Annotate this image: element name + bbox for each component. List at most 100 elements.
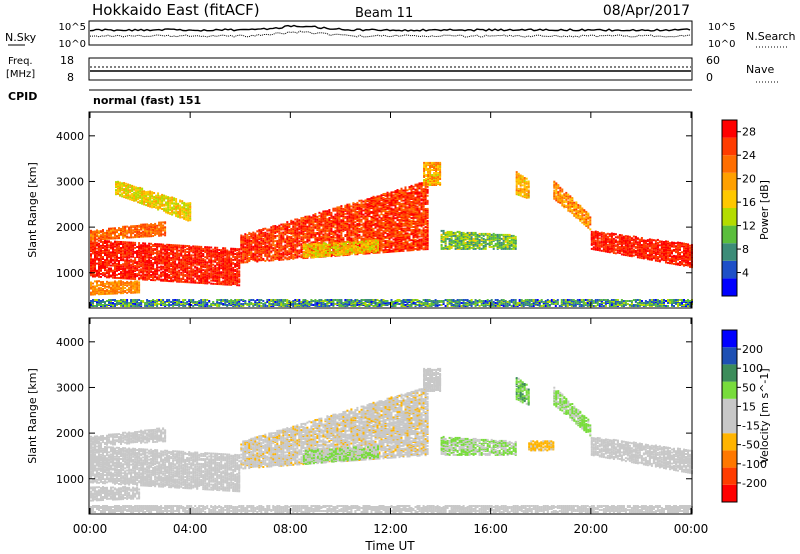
heatmap-cell [139,202,141,204]
heatmap-cell [94,231,96,233]
heatmap-cell [173,202,175,204]
heatmap-cell [350,230,352,232]
heatmap-cell [330,240,332,242]
heatmap-cell [212,283,214,285]
heatmap-cell [300,217,302,219]
heatmap-cell [336,212,338,214]
heatmap-cell [142,252,144,254]
heatmap-cell [334,214,336,216]
heatmap-cell [322,234,324,236]
heatmap-cell [158,274,160,276]
heatmap-cell [236,284,238,286]
heatmap-cell [170,270,172,272]
heatmap-cell [280,245,282,247]
heatmap-cell [210,268,212,270]
heatmap-cell [308,235,310,237]
heatmap-cell [294,230,296,232]
heatmap-cell [316,216,318,218]
heatmap-cell [136,234,138,236]
heatmap-cell [125,193,127,195]
heatmap-cell [139,195,141,197]
heatmap-cell [160,245,162,247]
heatmap-cell [340,205,342,207]
heatmap-cell [110,282,112,284]
heatmap-cell [104,232,106,234]
heatmap-cell [266,258,268,260]
heatmap-cell [202,253,204,255]
heatmap-cell [208,278,210,280]
heatmap-cell [132,229,134,231]
heatmap-cell [182,250,184,252]
heatmap-cell [169,205,171,207]
heatmap-cell [92,241,94,243]
heatmap-cell [118,243,120,245]
heatmap-cell [148,227,150,229]
heatmap-cell [234,281,236,283]
heatmap-cell [96,233,98,235]
heatmap-cell [354,221,356,223]
heatmap-cell [166,273,168,275]
heatmap-cell [246,239,248,241]
heatmap-cell [170,265,172,267]
heatmap-cell [160,272,162,274]
heatmap-cell [106,261,108,263]
heatmap-cell [138,269,140,271]
heatmap-cell [214,280,216,282]
heatmap-cell [116,287,118,289]
heatmap-cell [120,228,122,230]
heatmap-cell [146,278,148,280]
heatmap-cell [198,253,200,255]
heatmap-cell [308,232,310,234]
heatmap-cell [114,275,116,277]
heatmap-cell [146,271,148,273]
heatmap-cell [184,265,186,267]
heatmap-cell [132,253,134,255]
heatmap-cell [294,219,296,221]
heatmap-cell [375,203,377,205]
heatmap-cell [377,229,379,231]
heatmap-cell [194,251,196,253]
heatmap-cell [115,189,117,191]
heatmap-cell [298,219,300,221]
heatmap-cell [377,196,379,198]
heatmap-cell [122,290,124,292]
heatmap-cell [112,282,114,284]
heatmap-cell [120,252,122,254]
heatmap-cell [332,239,334,241]
heatmap-cell [184,249,186,251]
heatmap-cell [120,233,122,235]
heatmap-cell [122,255,124,257]
heatmap-cell [324,236,326,238]
heatmap-cell [94,234,96,236]
heatmap-cell [132,256,134,258]
heatmap-cell [174,262,176,264]
heatmap-cell [268,249,270,251]
heatmap-cell [148,254,150,256]
heatmap-cell [230,284,232,286]
heatmap-cell [260,241,262,243]
heatmap-cell [124,267,126,269]
heatmap-cell [312,231,314,233]
heatmap-cell [232,269,234,271]
heatmap-cell [114,292,116,294]
heatmap-cell [164,226,166,228]
heatmap-cell [252,246,254,248]
heatmap-cell [340,209,342,211]
heatmap-cell [296,257,298,259]
heatmap-cell [210,260,212,262]
heatmap-cell [131,195,133,197]
heatmap-cell [187,216,189,218]
heatmap-cell [128,242,130,244]
heatmap-cell [134,242,136,244]
heatmap-cell [246,241,248,243]
heatmap-cell [112,251,114,253]
heatmap-cell [192,257,194,259]
heatmap-cell [106,283,108,285]
heatmap-cell [346,231,348,233]
heatmap-cell [184,271,186,273]
heatmap-cell [194,270,196,272]
heatmap-cell [262,258,264,260]
heatmap-cell [117,193,119,195]
heatmap-cell [304,218,306,220]
heatmap-cell [167,208,169,210]
